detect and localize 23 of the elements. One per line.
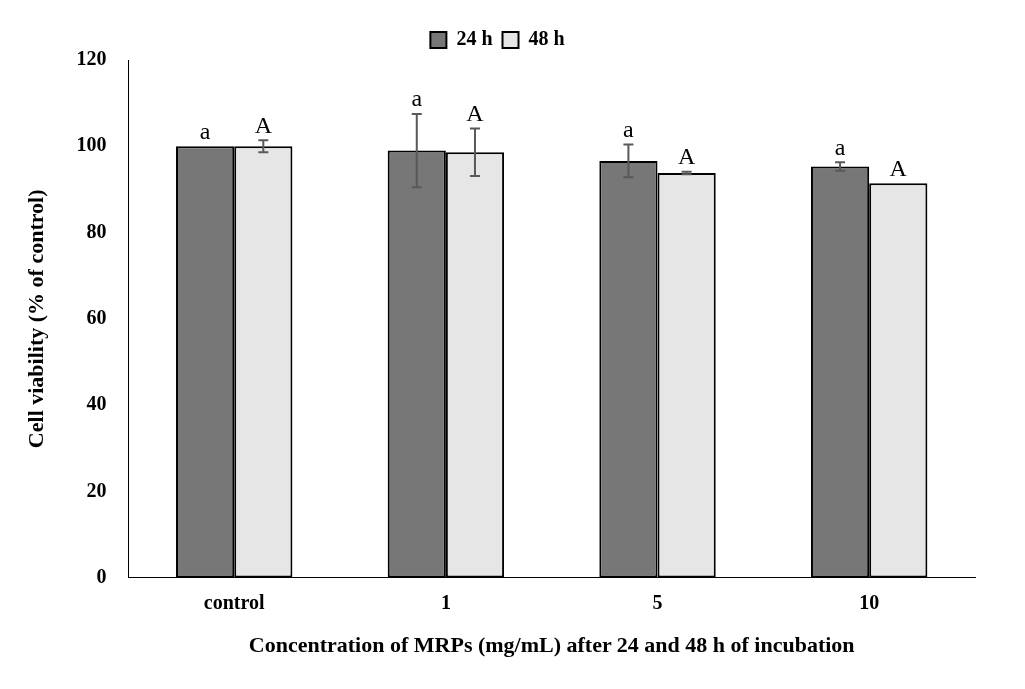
y-tick-label: 60 <box>86 305 107 328</box>
annotation: a <box>623 115 635 142</box>
x-tick-label: control <box>203 590 266 613</box>
annotation: A <box>466 99 485 126</box>
y-tick-label: 0 <box>96 564 107 587</box>
annotation: a <box>411 85 423 112</box>
y-tick-label: 120 <box>76 47 107 70</box>
annotation: A <box>677 143 696 170</box>
annotation: A <box>254 111 273 138</box>
x-tick-label: 10 <box>859 590 880 613</box>
legend-label: 24 h <box>456 27 493 50</box>
x-tick-label: 5 <box>652 590 663 613</box>
y-tick-label: 100 <box>76 133 107 156</box>
y-tick-label: 40 <box>86 392 107 415</box>
y-tick-label: 20 <box>86 478 107 501</box>
annotation: A <box>889 154 908 181</box>
x-tick-label: 1 <box>440 590 451 613</box>
annotation: a <box>199 117 211 144</box>
x-axis-title: Concentration of MRPs (mg/mL) after 24 and 48 h of incubation <box>248 632 855 658</box>
legend-label: 48 h <box>528 27 565 50</box>
y-axis-title: Cell viability (% of control) <box>22 189 48 449</box>
y-tick-label: 80 <box>86 219 107 242</box>
annotation: a <box>834 133 846 160</box>
